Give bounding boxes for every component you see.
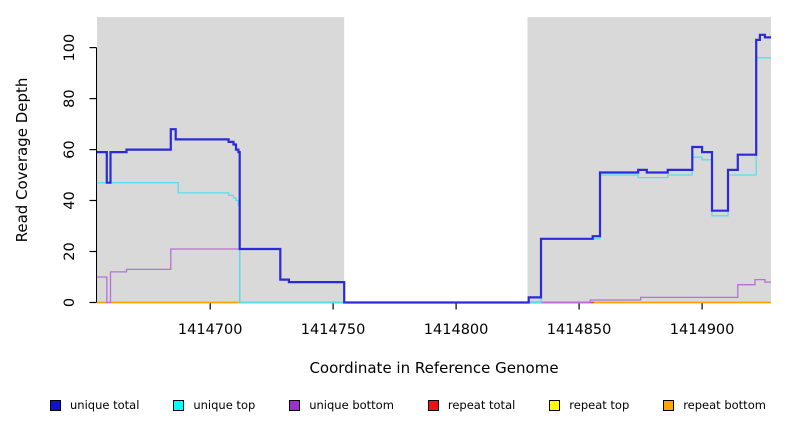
x-tick-label: 1414750 xyxy=(301,322,366,338)
tick-labels: 1414700 1414750 1414800 1414850 1414900 0 20 40… xyxy=(62,34,734,338)
legend-item-unique-total: unique total xyxy=(50,398,139,412)
y-tick-label: 20 xyxy=(62,242,78,260)
legend-item-unique-bottom: unique bottom xyxy=(289,398,394,412)
unique-total-swatch-icon xyxy=(50,399,61,411)
legend-label: repeat total xyxy=(447,398,516,412)
repeat-bottom-swatch-icon xyxy=(663,399,675,411)
repeat-region-band xyxy=(97,17,345,303)
x-tick-label: 1414850 xyxy=(547,322,612,338)
y-tick-label: 60 xyxy=(62,140,78,158)
x-tick-label: 1414900 xyxy=(670,322,735,338)
series-line-unique-total xyxy=(97,33,771,304)
repeat-region-band xyxy=(527,17,771,303)
legend-item-repeat-bottom: repeat bottom xyxy=(663,398,766,412)
legend-label: repeat top xyxy=(569,398,630,412)
x-tick-label: 1414700 xyxy=(178,322,243,338)
y-axis-title: Read Coverage Depth xyxy=(13,78,31,243)
x-tick-label: 1414800 xyxy=(424,322,489,338)
unique-top-swatch-icon xyxy=(173,399,185,411)
x-axis-title: Coordinate in Reference Genome xyxy=(309,359,558,377)
repeat-region-bands xyxy=(97,17,771,303)
legend-item-unique-top: unique top xyxy=(173,398,255,412)
legend-label: unique top xyxy=(193,398,256,412)
unique-bottom-swatch-icon xyxy=(289,399,301,411)
legend-label: repeat bottom xyxy=(683,398,766,412)
repeat-top-swatch-icon xyxy=(549,399,561,411)
y-tick-label: 80 xyxy=(62,89,78,107)
repeat-total-swatch-icon xyxy=(427,399,439,411)
y-tick-label: 0 xyxy=(62,298,78,307)
legend: unique total unique top unique bottom repea… xyxy=(50,398,766,412)
legend-label: unique total xyxy=(70,398,140,412)
y-tick-label: 100 xyxy=(62,34,78,62)
series-lines xyxy=(97,33,771,304)
legend-item-repeat-top: repeat top xyxy=(549,398,629,412)
y-tick-label: 40 xyxy=(62,191,78,209)
legend-item-repeat-total: repeat total xyxy=(427,398,516,412)
legend-label: unique bottom xyxy=(309,398,394,412)
